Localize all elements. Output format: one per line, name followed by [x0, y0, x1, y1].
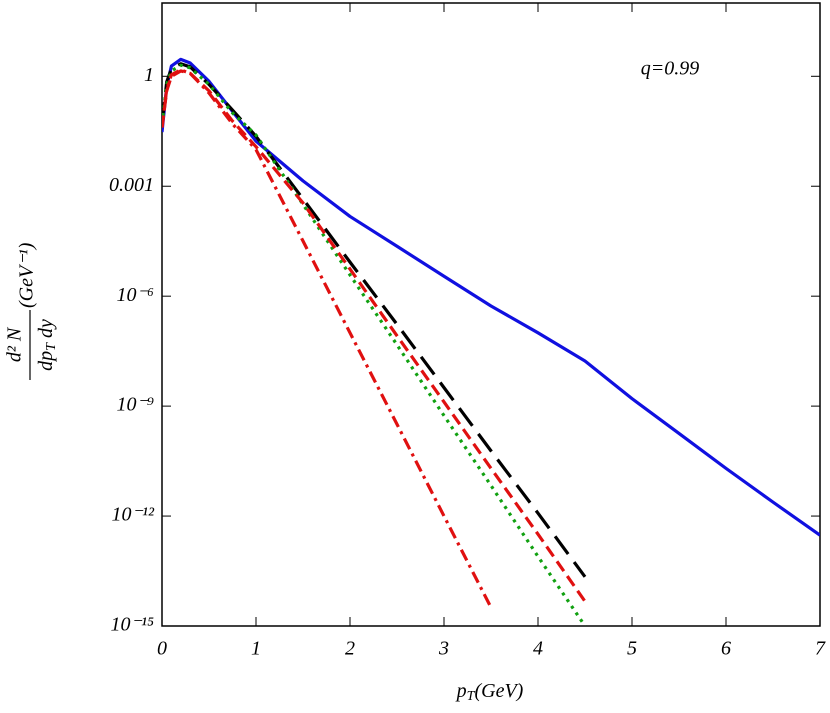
y-label-unit: (GeV⁻¹) [16, 242, 38, 308]
x-tick-label: 7 [815, 638, 826, 660]
x-label-unit: (GeV) [474, 680, 523, 702]
y-tick-label: 10⁻¹⁵ [110, 614, 154, 636]
y-label-numerator: d² N [4, 326, 26, 362]
x-tick-label: 1 [251, 638, 261, 660]
x-tick-label: 6 [721, 638, 731, 660]
series-line [162, 69, 587, 603]
denom-rest: dy [35, 319, 57, 343]
series-line [162, 57, 820, 537]
annotation: q=0.99 [641, 58, 700, 80]
x-tick-label: 5 [627, 638, 637, 660]
series-line [162, 63, 587, 626]
denom-sub: T [44, 342, 59, 351]
denom-main: dp [35, 351, 57, 371]
series-line [162, 68, 493, 609]
x-tick-label: 2 [345, 638, 355, 660]
y-axis-label: d² N dpT dy (GeV⁻¹) [4, 242, 60, 380]
y-tick-label: 10⁻⁹ [116, 394, 154, 416]
plot-lines [162, 57, 820, 626]
plot-frame [161, 2, 821, 627]
y-label-denominator: dpT dy [35, 319, 60, 371]
x-tick-label: 0 [157, 638, 167, 660]
x-tick-label: 4 [533, 638, 543, 660]
x-label-sub: T [467, 689, 476, 704]
x-tick-label: 3 [438, 638, 449, 660]
y-tick-label: 0.001 [109, 174, 154, 196]
series-line [162, 62, 587, 578]
y-tick-label: 10⁻⁶ [116, 284, 154, 306]
x-label-main: p [455, 680, 467, 702]
y-tick-label: 10⁻¹² [111, 504, 155, 526]
x-axis-label: pT(GeV) [455, 680, 524, 705]
y-tick-label: 1 [144, 64, 154, 86]
